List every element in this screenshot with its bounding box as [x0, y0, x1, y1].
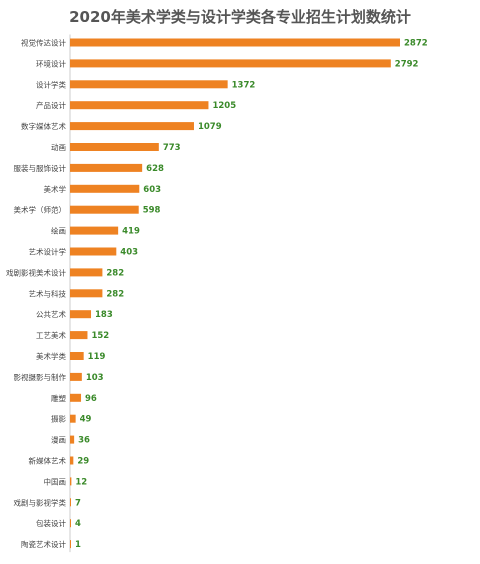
category-label: 服装与服饰设计	[14, 163, 67, 173]
bar	[70, 310, 92, 319]
category-label: 绘画	[51, 226, 66, 236]
value-label: 1372	[232, 80, 256, 90]
value-label: 628	[146, 164, 164, 174]
value-label: 103	[86, 373, 104, 383]
value-label: 2792	[395, 59, 419, 69]
category-label: 艺术与科技	[29, 288, 67, 298]
value-label: 7	[75, 498, 81, 508]
bar	[70, 498, 71, 507]
category-label: 包装设计	[36, 518, 66, 528]
bar	[70, 143, 159, 151]
category-label: 视觉传达设计	[21, 38, 66, 48]
value-label: 282	[106, 268, 124, 278]
value-label: 29	[77, 457, 89, 467]
bar	[70, 80, 228, 89]
bar	[70, 268, 103, 277]
category-label: 环境设计	[36, 58, 66, 68]
category-label: 公共艺术	[36, 309, 66, 319]
bar	[70, 101, 209, 110]
category-label: 美术学类	[36, 351, 66, 361]
bar	[70, 163, 143, 172]
bar	[70, 122, 194, 131]
category-label: 戏剧影视美术设计	[6, 267, 66, 277]
category-label: 数字媒体艺术	[21, 121, 66, 131]
value-label: 2872	[404, 39, 428, 49]
value-label: 4	[75, 519, 81, 529]
bar	[70, 456, 74, 465]
value-label: 119	[88, 352, 106, 362]
value-label: 1205	[212, 101, 236, 111]
value-label: 419	[122, 227, 140, 237]
category-label: 产品设计	[36, 100, 66, 110]
category-label: 新媒体艺术	[29, 456, 67, 466]
category-label: 美术学	[44, 184, 67, 194]
bar	[70, 331, 88, 340]
category-label: 设计学类	[36, 79, 66, 89]
value-label: 1079	[198, 122, 222, 132]
value-label: 773	[163, 143, 181, 153]
value-label: 403	[120, 248, 138, 258]
value-label: 96	[85, 394, 97, 404]
bar	[70, 289, 103, 298]
category-label: 雕塑	[51, 393, 66, 403]
bar	[70, 435, 75, 444]
bar	[70, 519, 71, 528]
bar	[70, 372, 82, 381]
category-label: 戏剧与影视学类	[14, 497, 67, 507]
category-label: 摄影	[51, 414, 66, 424]
value-label: 183	[95, 310, 113, 320]
category-label: 影视摄影与制作	[14, 372, 67, 382]
value-label: 36	[78, 436, 90, 446]
value-label: 152	[91, 331, 109, 341]
bar	[70, 414, 76, 423]
bar	[70, 247, 117, 256]
bar	[70, 59, 391, 68]
category-label: 美术学（师范）	[14, 205, 67, 215]
category-label: 中国画	[44, 476, 67, 486]
category-label: 工艺美术	[36, 330, 66, 340]
bar	[70, 352, 84, 360]
value-label: 49	[80, 415, 92, 425]
value-label: 603	[143, 185, 161, 195]
category-label: 漫画	[51, 435, 66, 445]
value-label: 12	[75, 477, 87, 487]
bar	[70, 393, 82, 402]
bar	[70, 540, 71, 549]
bar	[70, 184, 140, 193]
bar	[70, 226, 119, 235]
bar	[70, 205, 139, 214]
value-label: 1	[75, 540, 81, 550]
value-label: 282	[106, 289, 124, 299]
bar	[70, 38, 400, 47]
chart-title: 2020年美术学类与设计学类各专业招生计划数统计	[69, 8, 411, 26]
bar	[70, 477, 72, 486]
value-label: 598	[143, 206, 161, 216]
category-label: 动画	[51, 142, 66, 152]
category-label: 陶瓷艺术设计	[21, 539, 66, 549]
category-label: 艺术设计学	[29, 247, 67, 257]
